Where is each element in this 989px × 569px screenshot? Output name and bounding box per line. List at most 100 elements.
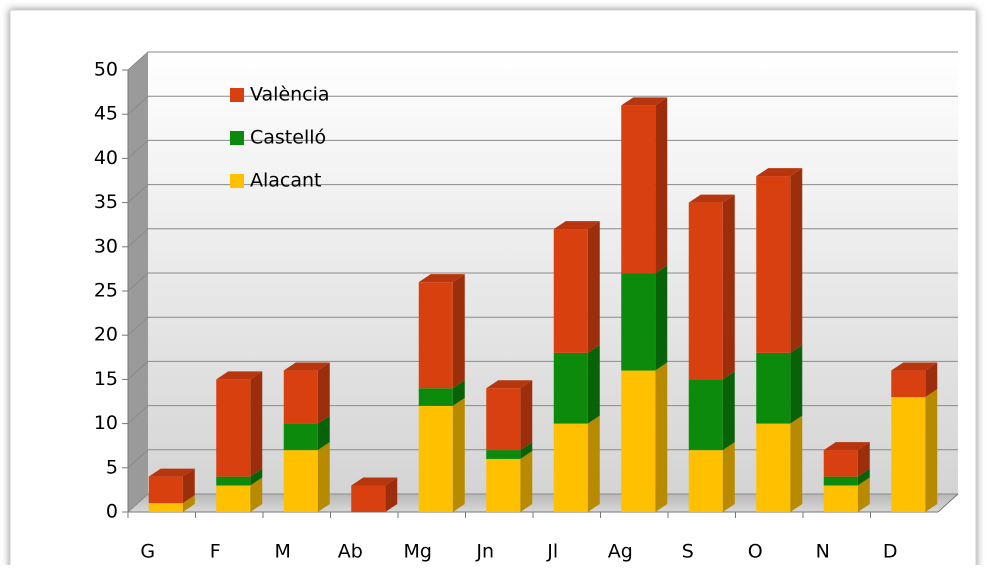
bar-side: [857, 442, 870, 477]
grid-line: [127, 51, 958, 71]
bar-top: [688, 194, 735, 203]
bar-side: [452, 397, 465, 512]
bar-side: [520, 442, 533, 459]
legend-swatch: [230, 174, 244, 188]
bar: [621, 273, 656, 371]
bar: [553, 423, 588, 512]
bar-side: [182, 495, 195, 512]
grid-line: [127, 184, 958, 203]
grid-line: [127, 228, 958, 248]
bar-top: [891, 362, 938, 371]
bar-side: [520, 450, 533, 512]
bar: [756, 352, 791, 424]
y-tick-label: 35: [94, 191, 118, 213]
bar-side: [790, 344, 803, 424]
y-tick-label: 20: [94, 324, 118, 346]
bar-side: [587, 344, 600, 424]
bar-side: [452, 274, 465, 389]
bar: [216, 485, 251, 512]
legend-label: Castelló: [250, 127, 326, 149]
bar-side: [722, 442, 735, 512]
x-tick-label: D: [883, 541, 898, 563]
bar-side: [250, 468, 263, 486]
bar-side: [385, 477, 398, 512]
bar-side: [655, 97, 668, 274]
bar: [688, 379, 723, 451]
bar-side: [857, 468, 870, 486]
y-tick-label: 10: [94, 412, 118, 434]
bar: [418, 405, 453, 512]
bar-top: [216, 371, 263, 380]
bar-top: [756, 168, 803, 177]
bar: [688, 202, 723, 380]
x-tick-label: Jl: [546, 541, 558, 563]
y-tick-label: 45: [94, 103, 118, 125]
grid-line: [127, 139, 958, 159]
y-tick-label: 15: [94, 368, 118, 390]
x-axis-depth: [937, 493, 959, 513]
grid-line: [127, 360, 958, 380]
floor: [128, 494, 958, 512]
legend-label: València: [250, 84, 330, 106]
bar-side: [250, 371, 263, 477]
bar-side: [655, 362, 668, 512]
y-tick-label: 50: [94, 59, 118, 81]
bar-side: [790, 415, 803, 512]
bar: [418, 282, 453, 389]
bar: [216, 379, 251, 477]
bar-top: [621, 97, 668, 106]
y-tick-label: 25: [94, 280, 118, 302]
x-tick-label: O: [748, 541, 763, 563]
bar-side: [925, 362, 938, 398]
bar-top: [283, 362, 330, 371]
bar-top: [351, 477, 398, 486]
x-tick-label: Jn: [475, 541, 494, 563]
x-tick-label: Ag: [608, 541, 633, 563]
bar-side: [790, 168, 803, 353]
bar-side: [722, 371, 735, 451]
bar: [148, 476, 183, 504]
bar: [553, 229, 588, 353]
x-tick-label: M: [275, 541, 291, 563]
bar: [756, 176, 791, 353]
bar: [148, 503, 183, 512]
bar: [621, 105, 656, 274]
bar-side: [182, 468, 195, 504]
bar: [553, 352, 588, 424]
bar: [891, 397, 926, 512]
x-tick-label: F: [210, 541, 221, 563]
bar-top: [553, 221, 600, 230]
bar: [283, 450, 318, 512]
bar: [283, 370, 318, 424]
y-tick-label: 40: [94, 147, 118, 169]
bar: [891, 370, 926, 398]
bar: [486, 388, 521, 451]
bar-side: [587, 221, 600, 353]
bar: [351, 485, 386, 512]
bar-side: [925, 389, 938, 512]
grid-line: [127, 316, 958, 336]
bar: [283, 423, 318, 451]
bar-top: [486, 380, 533, 389]
legend-label: Alacant: [250, 170, 322, 192]
y-tick-label: 5: [106, 456, 118, 478]
x-tick-label: Ab: [338, 541, 363, 563]
bar-side: [520, 380, 533, 451]
bar: [418, 388, 453, 406]
x-tick-label: N: [816, 541, 830, 563]
bar-side: [722, 194, 735, 380]
grid-line: [127, 272, 958, 292]
bar: [823, 485, 858, 512]
x-tick-label: Mg: [404, 541, 432, 563]
bar-top: [148, 468, 195, 477]
bar-side: [452, 380, 465, 406]
grid-line: [127, 449, 958, 469]
bar-side: [587, 415, 600, 512]
grid-line: [127, 95, 958, 115]
grid-line: [127, 405, 958, 424]
bar-side: [317, 415, 330, 451]
bar-side: [317, 442, 330, 512]
bar: [823, 476, 858, 486]
